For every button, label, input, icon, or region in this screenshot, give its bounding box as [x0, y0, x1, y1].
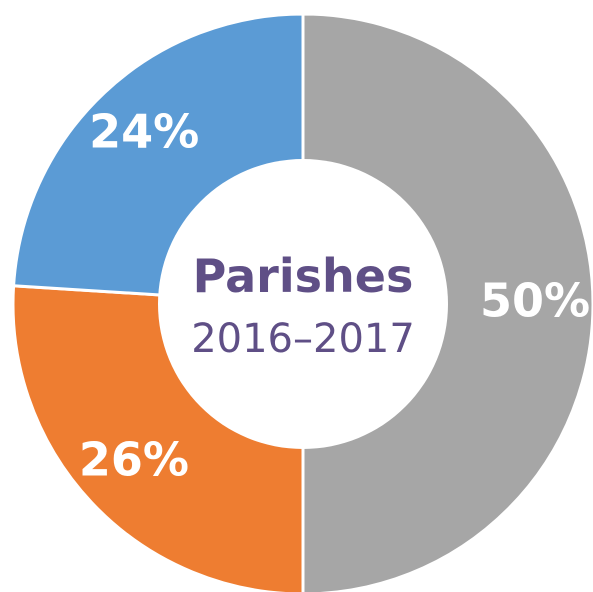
slice-label-3: 24%	[89, 104, 199, 158]
slice-label-2: 26%	[79, 432, 189, 486]
center-subtitle: 2016–2017	[191, 316, 415, 362]
center-title: Parishes	[193, 249, 414, 303]
slice-labels-layer: 50% 26% 24%	[79, 104, 590, 486]
center-hole	[158, 159, 448, 449]
slice-label-1: 50%	[480, 274, 590, 328]
